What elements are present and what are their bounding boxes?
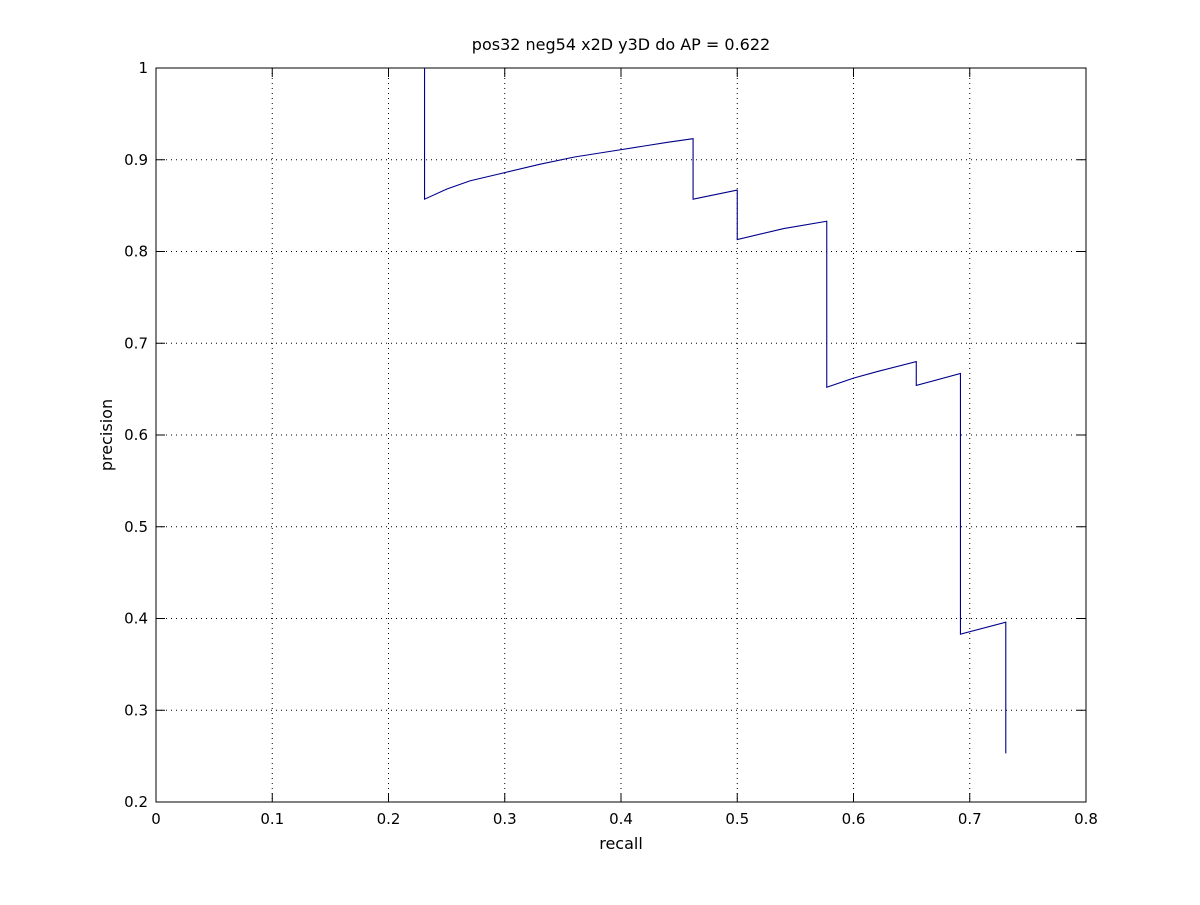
x-tick-label: 0.4 [609, 810, 633, 828]
y-tick-label: 0.2 [124, 793, 148, 811]
y-tick-labels: 0.2 0.3 0.4 0.5 0.6 0.7 0.8 0.9 1 [124, 59, 148, 811]
x-tick-labels: 0 0.1 0.2 0.3 0.4 0.5 0.6 0.7 0.8 [151, 810, 1098, 828]
x-tick-label: 0.1 [260, 810, 284, 828]
chart-title: pos32 neg54 x2D y3D do AP = 0.622 [472, 35, 770, 54]
x-tick-label: 0.6 [842, 810, 866, 828]
x-tick-label: 0.2 [377, 810, 401, 828]
y-tick-label: 0.4 [124, 610, 148, 628]
x-tick-label: 0.8 [1074, 810, 1098, 828]
y-tick-label: 0.9 [124, 151, 148, 169]
tick-marks [155, 67, 1087, 803]
y-axis-label: precision [97, 399, 116, 471]
grid-lines [156, 68, 1086, 802]
x-axis-label: recall [599, 834, 643, 853]
y-tick-label: 0.5 [124, 518, 148, 536]
series-layer [423, 68, 1007, 754]
x-tick-label: 0 [151, 810, 161, 828]
y-tick-label: 1 [138, 59, 148, 77]
y-tick-label: 0.7 [124, 334, 148, 352]
precision-recall-line [423, 68, 1007, 754]
x-tick-label: 0.7 [958, 810, 982, 828]
y-tick-label: 0.6 [124, 426, 148, 444]
y-tick-label: 0.8 [124, 243, 148, 261]
x-tick-label: 0.3 [493, 810, 517, 828]
x-tick-label: 0.5 [725, 810, 749, 828]
y-tick-label: 0.3 [124, 701, 148, 719]
